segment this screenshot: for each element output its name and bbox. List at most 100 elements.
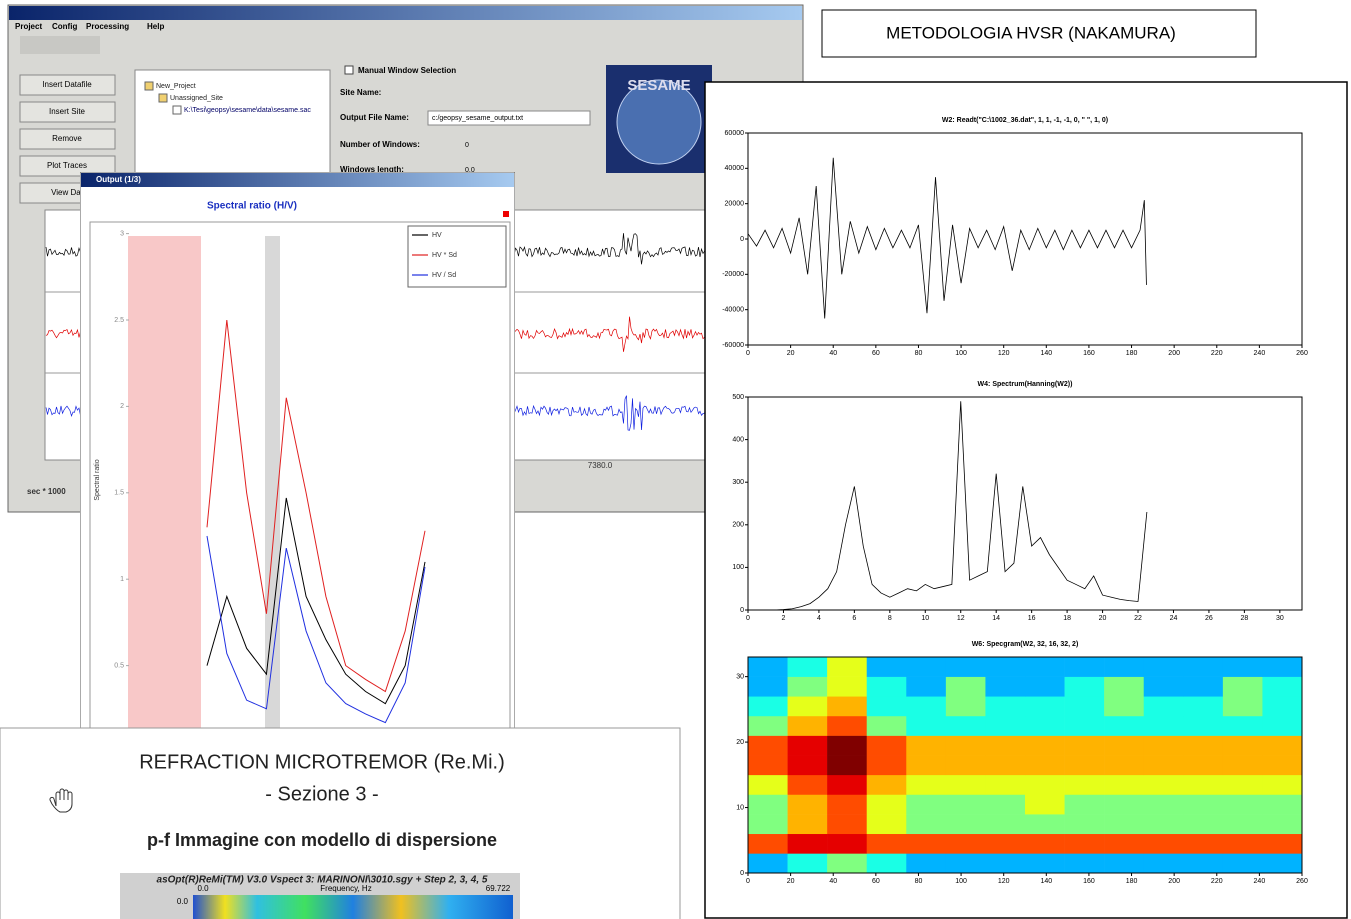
- menu-item[interactable]: Processing: [86, 22, 129, 31]
- button[interactable]: [19, 155, 116, 177]
- heat-cell: [1262, 794, 1303, 815]
- button-label[interactable]: Remove: [52, 134, 82, 143]
- x-tick-label: 180: [1126, 350, 1138, 357]
- heat-cell: [787, 774, 828, 795]
- checkbox-label[interactable]: Manual Window Selection: [358, 66, 456, 75]
- heat-cell: [1183, 794, 1224, 815]
- heat-cell: [1262, 735, 1303, 756]
- plot-frame: [747, 396, 1303, 611]
- heat-cell: [1025, 794, 1065, 815]
- y-start: 0.0: [177, 897, 189, 906]
- doc-subtitle: - Sezione 3 -: [265, 783, 378, 805]
- chart-title: Spectral ratio (H/V): [207, 201, 297, 212]
- heat-cell: [787, 735, 828, 756]
- heat-cell: [866, 735, 907, 756]
- x-tick-label: 8: [888, 615, 892, 622]
- close-marker: [503, 211, 509, 217]
- heat-cell: [827, 657, 868, 677]
- heat-cell: [748, 696, 788, 717]
- legend-label: HV: [432, 232, 442, 239]
- heat-cell: [945, 715, 986, 736]
- heat-cell: [827, 755, 868, 776]
- heat-cell: [1104, 696, 1145, 717]
- checkbox[interactable]: [344, 65, 354, 75]
- x-tick-label: 20: [1099, 615, 1107, 622]
- heat-cell: [985, 676, 1026, 697]
- heat-cell: [1183, 676, 1224, 697]
- x-tick-label: 0: [746, 350, 750, 357]
- button[interactable]: [19, 74, 116, 96]
- heat-cell: [1183, 735, 1224, 756]
- text-input[interactable]: [427, 110, 591, 126]
- heat-cell: [827, 696, 868, 717]
- heat-cell: [866, 696, 907, 717]
- x-tick-label: 160: [1083, 878, 1095, 885]
- doc-heading: p-f Immagine con modello di dispersione: [147, 830, 497, 850]
- y-tick-label: 3: [120, 230, 124, 237]
- heat-cell: [1104, 853, 1145, 874]
- heat-cell: [985, 657, 1026, 677]
- heat-cell: [1222, 814, 1263, 835]
- heat-cell: [1064, 755, 1105, 776]
- button-label[interactable]: Plot Traces: [47, 161, 87, 170]
- heat-cell: [748, 735, 788, 756]
- heat-cell: [748, 853, 788, 874]
- x-tick-label: 60: [872, 350, 880, 357]
- heat-cell: [906, 735, 947, 756]
- heat-cell: [748, 657, 788, 677]
- heat-cell: [866, 676, 907, 697]
- menu-item[interactable]: Project: [15, 22, 42, 31]
- heat-cell: [1222, 774, 1263, 795]
- x-tick-label: 240: [1254, 350, 1266, 357]
- chart-title: W2: Readt("C:\1002_36.dat", 1, 1, -1, -1…: [942, 117, 1108, 124]
- menu-item[interactable]: Help: [147, 22, 164, 31]
- heat-cell: [1143, 833, 1184, 854]
- heat-cell: [945, 794, 986, 815]
- plot-frame: [747, 656, 1303, 874]
- heat-cell: [1143, 657, 1184, 677]
- y-tick-label: 400: [732, 436, 744, 443]
- hv-line: [206, 535, 426, 724]
- field-label: Number of Windows:: [340, 140, 420, 149]
- x-tick-label: 60: [872, 878, 880, 885]
- y-tick-label: 1: [120, 576, 124, 583]
- heat-cell: [1025, 755, 1065, 776]
- heat-cell: [985, 833, 1026, 854]
- tree-item[interactable]: Unassigned_Site: [170, 95, 223, 102]
- heat-cell: [1104, 774, 1145, 795]
- menu-item[interactable]: Config: [52, 22, 77, 31]
- heat-cell: [1222, 755, 1263, 776]
- y-tick-label: 2.5: [114, 317, 124, 324]
- doc-title: REFRACTION MICROTREMOR (Re.Mi.): [139, 751, 505, 773]
- x-tick-label: 240: [1254, 878, 1266, 885]
- signal-line: [747, 157, 1147, 319]
- x-start: 0.0: [197, 884, 209, 893]
- heat-cell: [1064, 853, 1105, 874]
- heat-cell: [748, 676, 788, 697]
- heat-cell: [748, 774, 788, 795]
- x-tick-label: 16: [1028, 615, 1036, 622]
- heat-cell: [787, 794, 828, 815]
- heat-cell: [945, 676, 986, 697]
- button-label[interactable]: Insert Datafile: [42, 80, 92, 89]
- tree-item[interactable]: New_Project: [156, 83, 196, 90]
- field-value: 0: [465, 142, 469, 149]
- heat-cell: [748, 833, 788, 854]
- heat-cell: [1262, 833, 1303, 854]
- button[interactable]: [19, 128, 116, 150]
- tree-item[interactable]: K:\Tesi\geopsy\sesame\data\sesame.sac: [184, 107, 311, 114]
- heat-cell: [985, 715, 1026, 736]
- heat-cell: [1262, 853, 1303, 874]
- logo-text: SESAME: [627, 77, 690, 94]
- x-tick-label: 140: [1040, 350, 1052, 357]
- heat-cell: [827, 833, 868, 854]
- button-label[interactable]: Insert Site: [49, 107, 86, 116]
- hv-line: [206, 319, 426, 693]
- heat-cell: [748, 814, 788, 835]
- button[interactable]: [19, 101, 116, 123]
- heat-cell: [1222, 794, 1263, 815]
- button-label[interactable]: View Dat: [51, 188, 84, 197]
- heat-cell: [1064, 657, 1105, 677]
- y-tick-label: -20000: [722, 271, 744, 278]
